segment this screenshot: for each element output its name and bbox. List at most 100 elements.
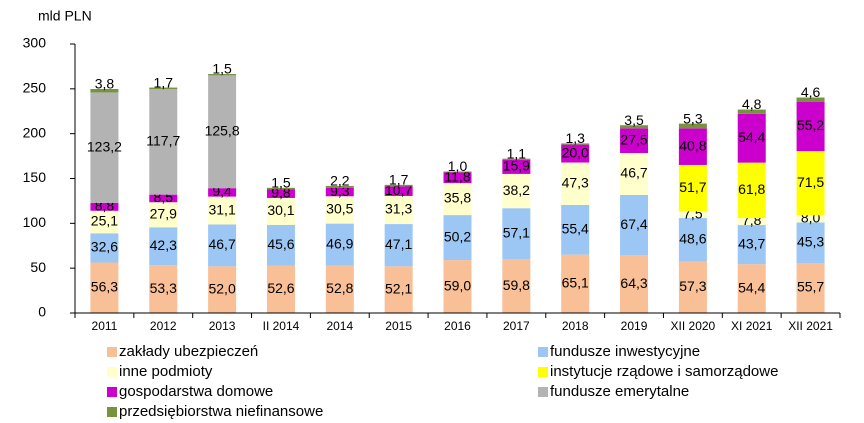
bar-segment [149,89,178,195]
bar-segment [796,215,825,223]
bar-segment [266,265,295,313]
bar-segment [149,227,178,266]
bar-segment [796,101,825,152]
x-tick-label: 2018 [562,319,589,333]
bar-segment [620,255,649,313]
bar-segment [90,202,119,211]
value-label: 1,5 [271,175,291,191]
bar-segment [208,196,237,225]
bar-segment [561,144,590,163]
value-label: 59,0 [444,277,471,293]
bar-segment [149,87,178,90]
bar-segment [325,265,354,313]
value-label: 4,8 [742,96,762,112]
bar-segment [266,187,295,190]
bar-segment [443,182,472,216]
value-label: 35,8 [444,190,471,206]
value-label: 55,4 [562,220,589,236]
legend-swatch [538,347,548,357]
x-tick-label: II 2014 [263,319,300,333]
value-label: 61,8 [738,181,765,197]
bar-segment [90,92,119,203]
value-label: 38,2 [503,182,530,198]
bar-segment [325,187,354,197]
value-label: 31,1 [208,201,235,217]
value-label: 1,3 [565,130,585,146]
bar-segment [737,162,766,219]
value-label: 125,8 [205,122,240,138]
y-tick-label: 50 [30,259,46,275]
bar-segment [266,224,295,266]
x-tick-label: 2012 [150,319,177,333]
bar-segment [149,194,178,203]
bar-segment [561,162,590,205]
legend-swatch [107,387,117,397]
value-label: 1,5 [212,61,232,77]
bar-segment [561,204,590,255]
y-tick-label: 200 [23,124,47,140]
value-label: 56,3 [91,278,118,294]
value-label: 4,6 [801,84,821,100]
bar-segment [384,266,413,313]
bar-segment [737,225,766,265]
value-label: 1,7 [389,172,409,188]
value-label: 47,1 [385,236,412,252]
bar-segment [325,185,354,188]
value-label: 52,0 [208,280,235,296]
bar-segment [561,143,590,145]
legend-label: fundusze emerytalne [550,383,689,400]
value-label: 52,6 [267,280,294,296]
value-label: 3,5 [624,112,644,128]
x-tick-label: 2016 [444,319,471,333]
x-tick-label: 2014 [326,319,353,333]
value-label: 53,3 [150,280,177,296]
bar-segment [443,172,472,183]
value-label: 65,1 [562,275,589,291]
value-label: 57,3 [679,278,706,294]
bar-segment [384,184,413,187]
legend-label: przedsiębiorstwa niefinansowe [119,403,323,420]
bar-segment [443,215,472,261]
bar-segment [149,265,178,313]
value-label: 46,7 [208,236,235,252]
value-label: 27,5 [620,131,647,147]
x-tick-label: 2015 [385,319,412,333]
bar-segment [325,196,354,224]
x-tick-label: 2013 [209,319,236,333]
bar-segment [737,218,766,226]
bar-segment [208,266,237,313]
bar-segment [90,89,119,93]
bar-segment [737,264,766,313]
bar-segment [325,223,354,266]
y-tick-label: 300 [23,35,47,51]
value-label: 47,3 [562,174,589,190]
legend-label: instytucje rządowe i samorządowe [550,363,778,380]
y-tick-label: 250 [23,80,47,96]
value-label: 54,4 [738,129,765,145]
bar-segment [620,153,649,195]
bar-segment [678,164,707,212]
value-label: 43,7 [738,235,765,251]
bar-segment [502,259,531,313]
value-label: 46,7 [620,165,647,181]
value-label: 71,5 [797,174,824,190]
bar-segment [208,188,237,197]
bar-segment [620,125,649,129]
bar-segment [443,171,472,173]
bar-segment [384,195,413,225]
value-label: 3,8 [95,76,115,92]
bar-segment [208,74,237,76]
bar-segment [620,194,649,256]
bar-segment [796,151,825,216]
y-tick-label: 100 [23,214,47,230]
y-tick-label: 0 [38,304,46,320]
value-label: 123,2 [87,138,122,154]
bar-segment [502,208,531,260]
value-label: 20,0 [562,144,589,160]
bar-segment [266,189,295,198]
value-label: 55,7 [797,279,824,295]
value-label: 52,8 [326,280,353,296]
value-label: 30,5 [326,201,353,217]
bar-segment [266,197,295,225]
